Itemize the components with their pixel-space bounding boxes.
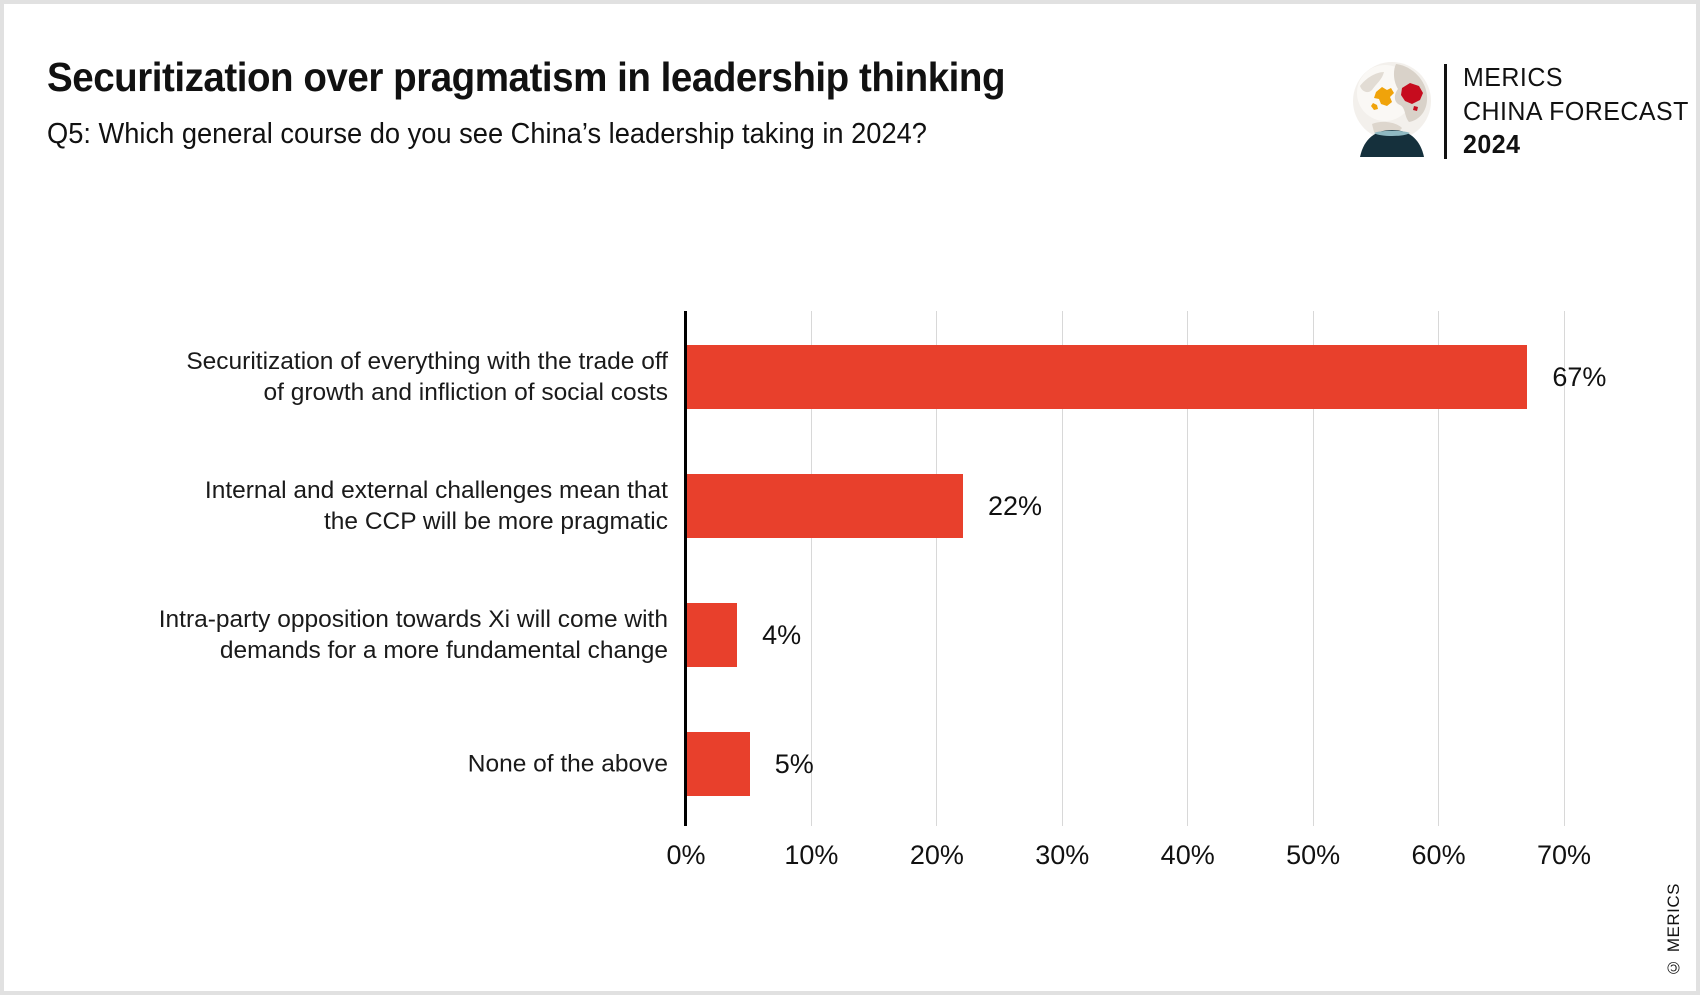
chart-tick-label: 0% (666, 840, 706, 870)
chart-bar-value: 4% (762, 619, 802, 650)
chart-bar (687, 732, 750, 796)
chart-gridline (936, 311, 938, 826)
chart-category-label-line: the CCP will be more pragmatic (323, 508, 668, 535)
chart-tick-label: 30% (1035, 840, 1090, 870)
chart-category-label-line: None of the above (467, 750, 668, 778)
chart-tick-label: 10% (784, 840, 839, 870)
chart-category-label: Intra-party opposition towards Xi will c… (88, 604, 668, 666)
logo-china-forecast-label: CHINA FORECAST (1463, 95, 1689, 126)
chart-bar (687, 474, 963, 538)
chart-tick-label: 40% (1160, 840, 1215, 870)
chart-gridline (1312, 311, 1314, 826)
chart-category-label-line: Securitization of everything with the tr… (186, 348, 668, 375)
chart-category-label: Securitization of everything with the tr… (88, 346, 668, 408)
chart-category-label-line: Internal and external challenges mean th… (204, 477, 668, 504)
chart-gridline (1061, 311, 1063, 826)
chart-category-label: Internal and external challenges mean th… (88, 475, 668, 537)
chart-bar-value: 22% (987, 490, 1042, 521)
chart-gridline (1563, 311, 1565, 826)
chart-tick-label: 70% (1536, 840, 1592, 870)
chart-category-label-line: Intra-party opposition towards Xi will c… (158, 606, 668, 633)
copyright-label: © MERICS (1664, 883, 1683, 977)
page-title: Securitization over pragmatism in leader… (47, 54, 1006, 100)
chart-category-label: None of the above (88, 749, 668, 780)
chart-bar (687, 345, 1528, 409)
snow-globe-icon (1353, 62, 1431, 157)
merics-logo: MERICS CHINA FORECAST 2024 (1352, 60, 1696, 160)
chart-tick-label: 60% (1411, 840, 1466, 870)
bar-chart: 0% 10% 20% 30% 40% 50% 60% 70% 67% Securitization… (4, 4, 1696, 991)
logo-divider (1444, 64, 1447, 159)
chart-category-label-line: of growth and infliction of social costs (263, 379, 668, 406)
chart-gridline (810, 311, 812, 826)
chart-tick-label: 50% (1286, 840, 1341, 870)
chart-bar-value: 67% (1552, 361, 1607, 392)
chart-bar-value: 5% (774, 748, 814, 779)
logo-year-label: 2024 (1463, 129, 1521, 159)
chart-category-label-line: demands for a more fundamental change (219, 637, 668, 664)
logo-merics-label: MERICS (1463, 62, 1563, 92)
page-subtitle: Q5: Which general course do you see Chin… (47, 118, 927, 150)
chart-bar (687, 603, 738, 667)
logo-wordmark: MERICS CHINA FORECAST 2024 (1463, 62, 1689, 160)
chart-tick-label: 20% (909, 840, 964, 870)
chart-gridline (1438, 311, 1440, 826)
chart-gridline (1187, 311, 1189, 826)
chart-y-axis (684, 311, 687, 826)
